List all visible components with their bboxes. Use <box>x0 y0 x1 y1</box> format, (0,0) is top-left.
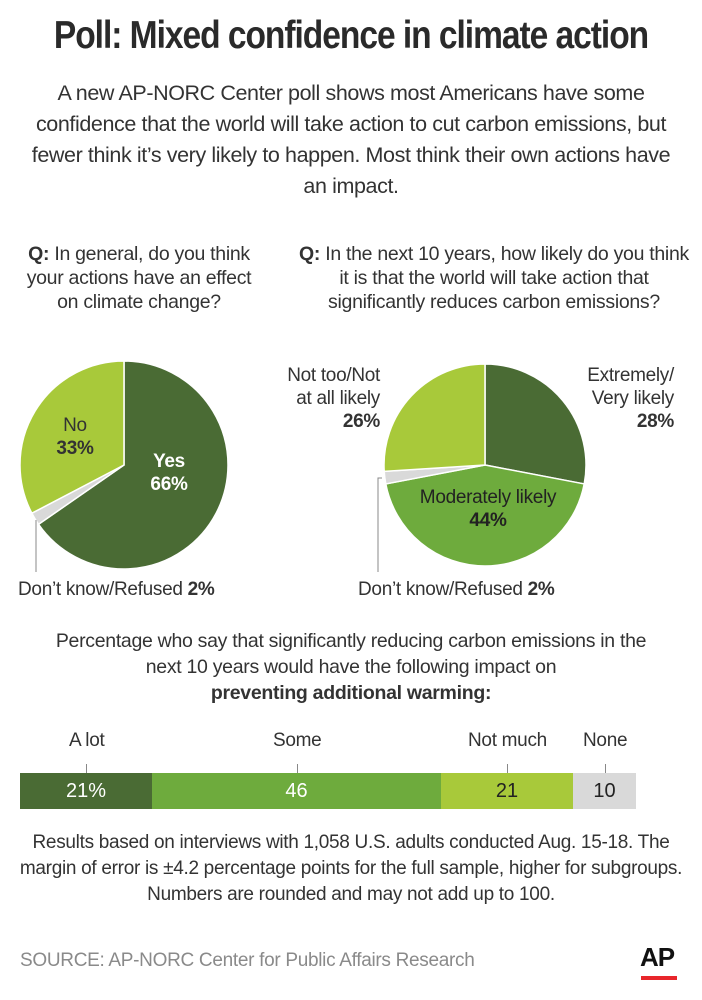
pie1-no-label: No 33% <box>42 414 108 460</box>
bar-title-line3: preventing additional warming: <box>210 682 492 704</box>
bar-tick-a-lot <box>86 764 87 773</box>
pie1-dk-label: Don’t know/Refused 2% <box>18 578 215 601</box>
pie2-ext-text-2: Very likely <box>591 388 675 409</box>
pie2-not-label: Not too/Not at all likely 26% <box>268 364 380 433</box>
pie2-ext-label: Extremely/ Very likely 28% <box>568 364 674 433</box>
chart-title: Poll: Mixed confidence in climate action <box>53 14 649 57</box>
pie1-yes-pct: 66% <box>150 474 188 495</box>
pie1-yes-text: Yes <box>153 451 185 472</box>
bar-category-none: None <box>583 730 628 751</box>
chart-subtitle: A new AP-NORC Center poll shows most Ame… <box>31 81 671 198</box>
pie2-mod-label: Moderately likely 44% <box>404 486 572 532</box>
pie2-dk-label: Don’t know/Refused 2% <box>358 578 555 601</box>
pie2-question-text: In the next 10 years, how likely do you … <box>325 243 689 313</box>
pie2-not-pct: 26% <box>342 411 380 432</box>
pie2-question-prefix: Q: <box>299 243 321 265</box>
pie1-slice-no <box>19 360 125 515</box>
pie2-dk-pct: 2% <box>527 579 555 600</box>
pie2-dk-leader <box>377 477 382 572</box>
bar-category-some: Some <box>273 730 322 751</box>
pie1-question-text: In general, do you think your actions ha… <box>26 243 252 313</box>
bar-segment-not-much: 21 <box>441 773 573 809</box>
pie2-mod-pct: 44% <box>469 510 507 531</box>
pie1 <box>19 360 229 570</box>
pie2-ext-text-1: Extremely/ <box>587 365 674 386</box>
pie2-ext-pct: 28% <box>636 411 674 432</box>
bar-segment-some: 46 <box>152 773 441 809</box>
bar-title-line1: Percentage who say that significantly re… <box>55 630 647 652</box>
pie2-slice-moderately-likely <box>384 464 586 567</box>
bar-segment-none: 10 <box>573 773 636 809</box>
pie1-question-prefix: Q: <box>28 243 50 265</box>
pie2-slice-extremely-very-likely <box>484 363 587 485</box>
pie2-dk-text: Don’t know/Refused <box>358 579 523 600</box>
ap-logo: AP <box>640 942 675 972</box>
bar-title-line2: next 10 years would have the following i… <box>145 656 557 678</box>
bar-category-a-lot: A lot <box>69 730 105 751</box>
pie2 <box>383 363 587 567</box>
pie1-slice-yes <box>37 360 229 570</box>
bar-tick-not-much <box>507 764 508 773</box>
bar-tick-some <box>297 764 298 773</box>
pie2-slice-not-too-not-at-all-likely <box>383 363 486 473</box>
pie2-not-text-1: Not too/Not <box>287 365 380 386</box>
pie1-dk-pct: 2% <box>187 579 215 600</box>
pie1-no-pct: 33% <box>56 438 94 459</box>
pie1-dk-text: Don’t know/Refused <box>18 579 183 600</box>
bar-category-not-much: Not much <box>468 730 547 751</box>
bar-chart-title: Percentage who say that significantly re… <box>10 628 692 706</box>
pie2-not-text-2: at all likely <box>296 388 380 409</box>
methodology-notes: Results based on interviews with 1,058 U… <box>19 832 683 905</box>
pie1-yes-label: Yes 66% <box>136 450 202 496</box>
stacked-bar-chart: 21% A lot 46 Some 21 Not much 10 None <box>20 730 636 810</box>
pie2-question: Q: In the next 10 years, how likely do y… <box>296 242 692 314</box>
bar-tick-none <box>605 764 606 773</box>
pie1-question: Q: In general, do you think your actions… <box>14 242 264 314</box>
pie2-mod-text: Moderately likely <box>419 487 557 508</box>
ap-logo-underline <box>641 976 677 980</box>
bar-segment-a-lot: 21% <box>20 773 152 809</box>
source-credit: SOURCE: AP-NORC Center for Public Affair… <box>20 950 475 971</box>
pie1-no-text: No <box>63 415 87 436</box>
